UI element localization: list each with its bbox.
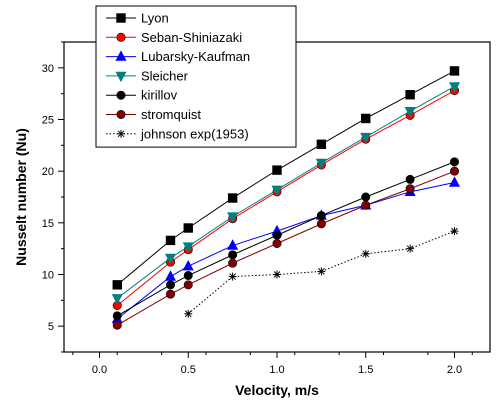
data-point — [164, 270, 177, 281]
legend: Lyon Seban-Shiniazaki Lubarsky-Kaufman Slei… — [95, 5, 297, 148]
data-point — [404, 107, 416, 118]
x-tick-label: 1.5 — [358, 364, 373, 376]
data-point — [164, 253, 177, 265]
data-point — [315, 158, 327, 170]
data-point — [316, 211, 326, 221]
data-point — [316, 139, 327, 150]
data-point — [361, 249, 370, 258]
series-line — [116, 170, 455, 326]
legend-marker — [116, 13, 126, 23]
legend-box — [95, 5, 297, 148]
legend-item: johnson exp(1953) — [106, 126, 249, 141]
data-point — [405, 184, 415, 194]
y-tick-label: 5 — [48, 321, 54, 333]
data-point — [111, 294, 123, 305]
data-point — [112, 280, 122, 290]
legend-label: Sleicher — [141, 68, 189, 83]
legend-label: Seban-Shiniazaki — [141, 30, 242, 45]
data-point — [317, 267, 326, 276]
series-sleicher — [111, 82, 461, 305]
data-point — [182, 242, 194, 253]
data-point — [272, 239, 282, 249]
data-point — [449, 166, 459, 176]
y-axis-title: Nusselt number (Nu) — [13, 128, 29, 266]
series-stromquist — [112, 166, 459, 330]
series-kirillov — [112, 157, 459, 321]
legend-item: Sleicher — [106, 68, 189, 83]
x-axis: 0.0 0.5 1.0 1.5 2.0 — [72, 352, 473, 376]
legend-item: kirillov — [106, 88, 178, 103]
data-point — [272, 165, 282, 175]
data-point — [448, 176, 461, 187]
data-point — [184, 309, 193, 318]
data-point — [449, 157, 459, 167]
legend-marker — [116, 90, 126, 100]
data-point — [183, 223, 193, 233]
data-point — [112, 320, 122, 330]
legend-marker — [116, 110, 126, 120]
x-tick-label: 1.0 — [269, 364, 284, 376]
y-tick-label: 10 — [42, 270, 54, 282]
data-point — [273, 270, 281, 279]
x-tick-label: 2.0 — [447, 364, 462, 376]
series-lubarsky-kaufman — [111, 176, 461, 324]
data-point — [165, 235, 176, 246]
data-point — [360, 132, 372, 144]
data-point — [405, 90, 415, 100]
series-layer — [111, 66, 461, 330]
y-tick-label: 30 — [42, 63, 54, 75]
legend-item: Lubarsky-Kaufman — [106, 49, 250, 64]
legend-marker — [117, 129, 125, 138]
legend-label: stromquist — [141, 107, 201, 122]
y-tick-label: 20 — [42, 166, 54, 178]
data-point — [183, 280, 193, 290]
data-point — [272, 230, 282, 240]
x-axis-title: Velocity, m/s — [235, 382, 319, 398]
data-point — [361, 200, 371, 210]
series-johnson-exp-1953 — [184, 227, 459, 318]
data-point — [182, 259, 194, 271]
data-point — [406, 244, 415, 253]
legend-label: johnson exp(1953) — [140, 126, 249, 141]
data-point — [227, 193, 238, 203]
y-tick-label: 15 — [42, 218, 54, 230]
data-point — [271, 185, 283, 197]
y-tick-label: 25 — [42, 115, 54, 127]
data-point — [316, 219, 326, 229]
data-point — [183, 271, 193, 281]
data-point — [228, 258, 238, 268]
series-line — [116, 182, 455, 320]
data-point — [227, 212, 239, 223]
data-point — [448, 82, 461, 93]
legend-label: Lubarsky-Kaufman — [141, 49, 250, 64]
legend-marker — [115, 71, 127, 83]
data-point — [112, 311, 122, 321]
data-point — [361, 113, 371, 124]
legend-item: stromquist — [106, 107, 201, 122]
legend-label: kirillov — [141, 88, 178, 103]
data-point — [228, 272, 237, 281]
x-tick-label: 0.5 — [181, 364, 196, 376]
legend-marker — [115, 50, 127, 61]
data-point — [227, 239, 239, 250]
data-point — [449, 66, 460, 76]
data-point — [405, 174, 415, 184]
data-point — [166, 280, 176, 290]
data-point — [166, 289, 176, 299]
legend-item: Seban-Shiniazaki — [106, 30, 242, 45]
legend-label: Lyon — [141, 11, 169, 26]
legend-marker — [116, 32, 126, 42]
data-point — [228, 250, 238, 260]
series-lyon — [112, 66, 460, 290]
x-tick-label: 0.0 — [92, 364, 107, 376]
legend-item: Lyon — [106, 11, 169, 26]
data-point — [450, 227, 459, 236]
data-point — [361, 192, 371, 202]
y-axis: 5 10 15 20 25 30 — [42, 41, 64, 353]
